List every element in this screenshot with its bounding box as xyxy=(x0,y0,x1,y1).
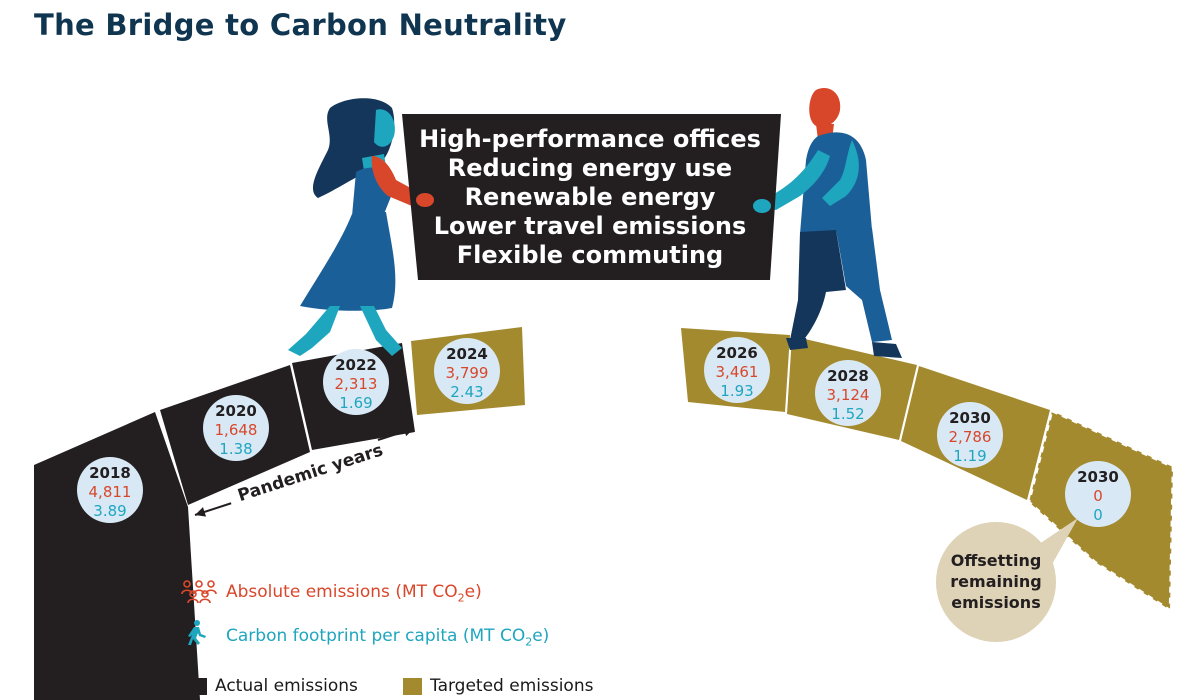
woman-hand xyxy=(416,193,434,207)
people-group-icon xyxy=(181,580,217,604)
legend-actual-label: Actual emissions xyxy=(215,676,358,696)
year-label: 2026 xyxy=(716,344,758,362)
data-circles: 20184,8113.8920201,6481.3820222,3131.692… xyxy=(77,337,1131,527)
absolute-value: 1,648 xyxy=(215,421,258,439)
year-label: 2022 xyxy=(335,356,377,374)
offset-line-3: emissions xyxy=(951,593,1040,612)
data-circle xyxy=(1065,461,1131,527)
man-hand xyxy=(753,199,771,213)
strategy-4: Lower travel emissions xyxy=(434,212,747,240)
year-label: 2020 xyxy=(215,402,257,420)
per-capita-value: 1.69 xyxy=(339,394,372,412)
plank-2018 xyxy=(34,412,200,700)
strategy-1: High-performance offices xyxy=(419,125,761,153)
legend-per-capita-sub: 2 xyxy=(525,635,533,649)
data-circle xyxy=(937,402,1003,468)
per-capita-value: 1.19 xyxy=(953,447,986,465)
targeted-swatch xyxy=(403,677,422,695)
year-label: 2030 xyxy=(1077,468,1119,486)
data-circle xyxy=(815,360,881,426)
data-circle xyxy=(203,395,269,461)
legend-per-capita: Carbon footprint per capita (MT CO2e) xyxy=(226,626,549,648)
data-circle xyxy=(434,338,500,404)
legend-absolute-sub: 2 xyxy=(457,591,465,605)
data-circle xyxy=(77,457,143,523)
absolute-value: 3,461 xyxy=(716,363,759,381)
absolute-value: 3,799 xyxy=(446,364,489,382)
absolute-value: 3,124 xyxy=(827,386,870,404)
data-circle xyxy=(323,349,389,415)
per-capita-value: 3.89 xyxy=(93,502,126,520)
woman-figure xyxy=(288,98,418,356)
legend-targeted-label: Targeted emissions xyxy=(430,676,594,696)
absolute-value: 4,811 xyxy=(89,483,132,501)
chart-title: The Bridge to Carbon Neutrality xyxy=(34,8,567,42)
year-label: 2030 xyxy=(949,409,991,427)
absolute-value: 2,786 xyxy=(949,428,992,446)
legend-per-capita-label: Carbon footprint per capita (MT CO xyxy=(226,626,526,646)
per-capita-value: 1.52 xyxy=(831,405,864,423)
per-capita-value: 1.38 xyxy=(219,440,252,458)
offset-bubble: Offsetting remaining emissions xyxy=(936,518,1078,642)
strategy-lines: High-performance offices Reducing energy… xyxy=(419,125,761,269)
man-figure xyxy=(764,88,902,358)
legend-absolute-suffix: e) xyxy=(464,582,482,602)
per-capita-value: 2.43 xyxy=(450,383,483,401)
offset-line-1: Offsetting xyxy=(951,551,1042,570)
year-label: 2018 xyxy=(89,464,131,482)
offset-line-2: remaining xyxy=(950,572,1041,591)
strategy-sign xyxy=(402,114,781,280)
absolute-value: 2,313 xyxy=(335,375,378,393)
year-label: 2024 xyxy=(446,345,488,363)
per-capita-value: 0 xyxy=(1093,506,1103,524)
actual-swatch xyxy=(188,677,207,695)
legend-absolute: Absolute emissions (MT CO2e) xyxy=(226,582,482,604)
legend-absolute-label: Absolute emissions (MT CO xyxy=(226,582,458,602)
walking-person-icon xyxy=(188,620,206,645)
data-circle xyxy=(704,337,770,403)
legend-targeted: Targeted emissions xyxy=(403,676,593,696)
absolute-value: 0 xyxy=(1093,487,1103,505)
strategy-3: Renewable energy xyxy=(465,183,716,211)
strategy-2: Reducing energy use xyxy=(448,154,732,182)
per-capita-value: 1.93 xyxy=(720,382,753,400)
strategy-5: Flexible commuting xyxy=(457,241,723,269)
year-label: 2028 xyxy=(827,367,869,385)
legend-actual: Actual emissions xyxy=(188,676,358,696)
legend-per-capita-suffix: e) xyxy=(532,626,550,646)
